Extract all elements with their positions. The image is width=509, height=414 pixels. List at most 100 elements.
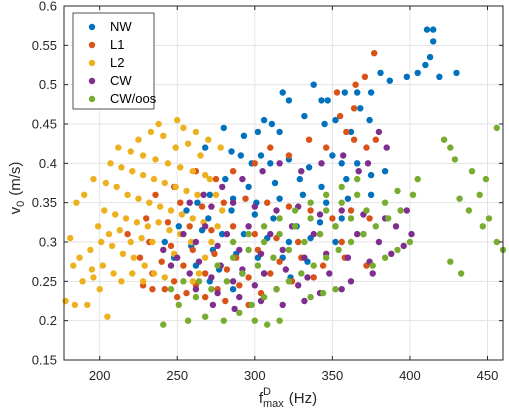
data-point [219,207,226,214]
data-point [456,195,463,202]
data-point [347,238,355,246]
y-tick-labels: 0.15 0.2 0.25 0.3 0.35 0.4 0.45 0.5 0.55 0.6 [32,0,57,368]
data-point [188,238,195,246]
data-point [476,191,483,198]
data-point [102,179,110,187]
data-point [364,160,372,167]
data-point [166,227,173,234]
data-point [189,215,196,222]
legend-item-nw: NW [88,19,132,34]
data-point [189,278,196,285]
legend-marker-l1 [88,41,96,49]
data-point [229,278,237,285]
data-point [206,175,213,183]
data-point [79,278,86,285]
y-tick-label: 0.5 [39,77,57,92]
data-point [279,89,286,96]
data-point [254,262,262,269]
data-point [276,128,283,136]
data-point [160,321,167,328]
data-point [267,270,274,277]
data-point [383,144,390,151]
data-point [285,246,293,254]
data-point [355,168,362,175]
data-point [430,26,437,33]
data-point [369,270,376,277]
data-point [209,301,217,309]
data-point [194,191,201,198]
y-axis-label-main: v [7,206,24,214]
data-point [67,234,74,242]
data-point [291,207,299,214]
data-point [124,191,131,198]
data-point [87,246,94,254]
data-point [341,89,348,96]
x-tick-label: 200 [89,368,111,383]
x-tick-label: 350 [322,368,344,383]
data-point [367,89,375,96]
data-point [332,286,339,293]
data-point [482,175,490,183]
data-point [160,246,167,254]
data-point [344,254,352,261]
data-point [189,246,196,254]
data-point [372,136,379,143]
data-point [167,262,175,269]
data-point [223,278,231,285]
y-axis-label-unit: (m/s) [7,162,24,196]
data-point [88,266,96,273]
data-point [279,301,286,309]
data-point [285,152,293,159]
data-point [447,144,454,151]
data-point [180,124,187,132]
legend-label-cw: CW [110,73,132,88]
data-point [260,116,268,124]
data-point [214,289,221,297]
data-point [299,191,307,198]
data-point [335,246,342,254]
data-point [276,160,283,167]
data-point [110,270,117,277]
y-tick-label: 0.55 [32,38,57,53]
data-point [354,160,361,167]
data-point [291,223,299,230]
data-point [98,238,105,246]
data-point [267,230,274,238]
data-point [170,278,178,285]
data-point [239,175,246,183]
data-point [270,215,277,222]
data-point [118,278,125,285]
x-tick-labels: 200 250 300 350 400 450 [89,368,499,383]
data-point [409,191,417,198]
data-point [139,171,147,179]
data-point [130,254,137,261]
data-point [301,112,308,120]
data-point [180,230,187,238]
data-point [276,230,283,238]
legend-marker-nw [88,23,96,31]
data-point [304,274,311,281]
x-axis-label-sup: D [263,386,271,398]
data-point [493,238,500,246]
data-point [198,203,206,210]
data-point [447,258,454,265]
x-axis-label-sub: max [263,398,284,410]
data-point [184,140,192,147]
data-point [174,254,181,261]
x-axis-label-unit: (Hz) [289,390,317,407]
data-point [408,230,415,238]
data-point [394,187,401,195]
data-point [124,230,131,238]
data-point [338,215,345,222]
data-point [195,258,203,265]
data-point [301,238,308,246]
data-point [229,286,237,293]
data-point [296,175,303,183]
data-point [212,191,220,198]
y-tick-label: 0.35 [32,195,57,210]
data-point [175,301,182,309]
data-point [183,207,190,214]
data-point [260,270,268,277]
data-point [245,183,252,191]
